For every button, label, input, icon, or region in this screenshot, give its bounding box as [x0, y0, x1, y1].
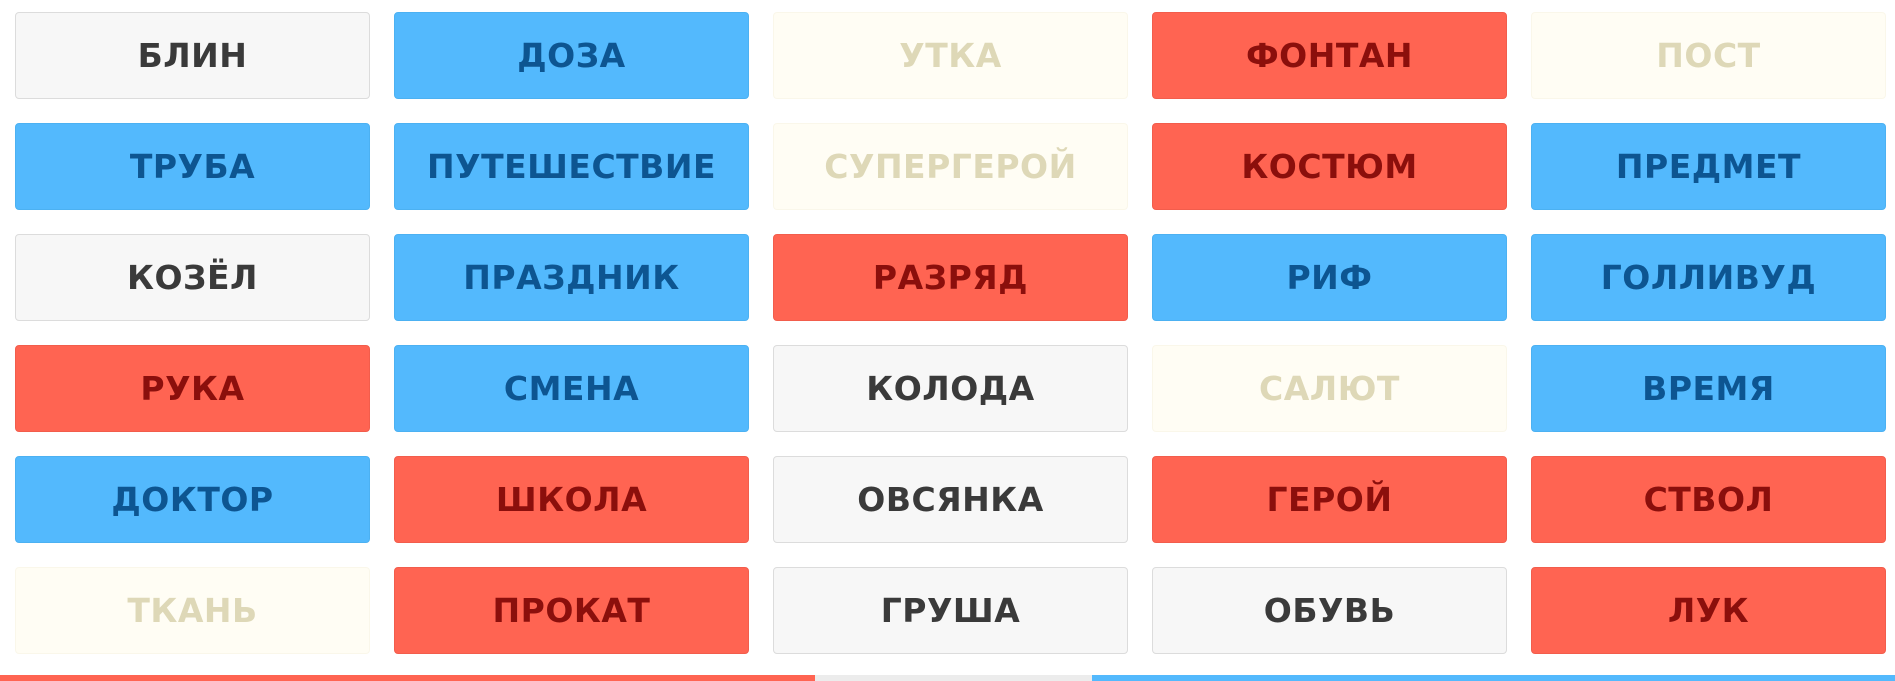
score-bar-blue-segment	[1092, 675, 1895, 681]
word-card[interactable]: СМЕНА	[394, 345, 749, 432]
word-card[interactable]: ВРЕМЯ	[1531, 345, 1886, 432]
word-card[interactable]: СТВОЛ	[1531, 456, 1886, 543]
word-card[interactable]: ДОЗА	[394, 12, 749, 99]
word-card[interactable]: УТКА	[773, 12, 1128, 99]
word-card[interactable]: РУКА	[15, 345, 370, 432]
word-card[interactable]: ТКАНЬ	[15, 567, 370, 654]
word-card[interactable]: РИФ	[1152, 234, 1507, 321]
word-card[interactable]: ДОКТОР	[15, 456, 370, 543]
word-card[interactable]: ПУТЕШЕСТВИЕ	[394, 123, 749, 210]
word-card[interactable]: КОСТЮМ	[1152, 123, 1507, 210]
word-card[interactable]: ГЕРОЙ	[1152, 456, 1507, 543]
score-bar-red-segment	[0, 675, 815, 681]
word-card[interactable]: ПРЕДМЕТ	[1531, 123, 1886, 210]
word-card[interactable]: САЛЮТ	[1152, 345, 1507, 432]
word-card[interactable]: ОВСЯНКА	[773, 456, 1128, 543]
word-card[interactable]: ПОСТ	[1531, 12, 1886, 99]
word-card[interactable]: ТРУБА	[15, 123, 370, 210]
word-card[interactable]: КОЗЁЛ	[15, 234, 370, 321]
score-bar-neutral-segment	[815, 675, 1092, 681]
word-card[interactable]: ПРАЗДНИК	[394, 234, 749, 321]
word-card[interactable]: БЛИН	[15, 12, 370, 99]
game-board: БЛИН ДОЗА УТКА ФОНТАН ПОСТ ТРУБА ПУТЕШЕСТВИЕ СУ…	[15, 12, 1887, 654]
word-card[interactable]: ФОНТАН	[1152, 12, 1507, 99]
word-card[interactable]: ШКОЛА	[394, 456, 749, 543]
word-card[interactable]: СУПЕРГЕРОЙ	[773, 123, 1128, 210]
word-card[interactable]: ОБУВЬ	[1152, 567, 1507, 654]
word-card[interactable]: ЛУК	[1531, 567, 1886, 654]
word-card[interactable]: КОЛОДА	[773, 345, 1128, 432]
word-card[interactable]: ГРУША	[773, 567, 1128, 654]
word-card[interactable]: ПРОКАТ	[394, 567, 749, 654]
word-card[interactable]: ГОЛЛИВУД	[1531, 234, 1886, 321]
score-bar	[0, 675, 1895, 681]
word-card[interactable]: РАЗРЯД	[773, 234, 1128, 321]
